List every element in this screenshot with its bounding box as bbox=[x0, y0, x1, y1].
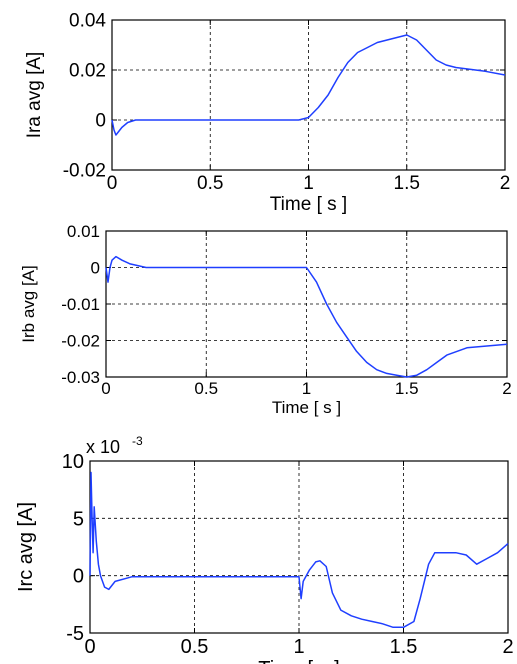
x-tick-label: 0 bbox=[101, 379, 110, 398]
x-axis-label: Time [ s ] bbox=[258, 658, 339, 664]
x-axis-label: Time [ s ] bbox=[272, 398, 341, 417]
y-tick-label: -0.02 bbox=[61, 331, 100, 350]
y-tick-label: 10 bbox=[62, 451, 84, 473]
y-tick-label: -5 bbox=[66, 623, 84, 645]
y-tick-label: -0.03 bbox=[61, 368, 100, 387]
x-tick-label: 0 bbox=[107, 173, 118, 194]
y-tick-label: 0 bbox=[91, 258, 100, 277]
x-tick-label: 1.5 bbox=[395, 379, 419, 398]
y-tick-label: 0 bbox=[73, 566, 84, 588]
series-line bbox=[111, 34, 506, 136]
y-tick-label: -0.02 bbox=[63, 161, 106, 182]
x-tick-label: 2 bbox=[502, 379, 511, 398]
y-axis-label: Ira avg [A] bbox=[24, 52, 45, 139]
x-tick-label: 2 bbox=[500, 173, 511, 194]
y-tick-label: 5 bbox=[73, 508, 84, 530]
x-tick-label: 0.5 bbox=[181, 636, 209, 658]
x-tick-label: 1.5 bbox=[394, 173, 420, 194]
y-tick-label: 0.02 bbox=[69, 61, 106, 82]
chart-panel-3: 00.511.52-50510Time [ s ]Irc avg [A]x 10… bbox=[15, 434, 514, 664]
y-tick-label: 0.01 bbox=[67, 222, 100, 241]
x-tick-label: 1 bbox=[303, 173, 314, 194]
y-axis-label: Irb avg [A] bbox=[19, 265, 38, 342]
x-tick-label: 1.5 bbox=[390, 636, 418, 658]
x-tick-label: 2 bbox=[502, 636, 513, 658]
series-line bbox=[89, 471, 509, 629]
x-tick-label: 0.5 bbox=[194, 379, 218, 398]
x-tick-label: 1 bbox=[302, 379, 311, 398]
y-tick-label: 0 bbox=[95, 111, 106, 132]
x-tick-label: 0.5 bbox=[197, 173, 223, 194]
x-tick-label: 1 bbox=[293, 636, 304, 658]
chart-panel-2: 0 0.5 1 1.5 2 -0.03 -0.02 -0.01 0 0.01 Time [ s ] I… bbox=[19, 222, 512, 417]
x-tick-label: 0 bbox=[84, 636, 95, 658]
y-tick-label: 0.04 bbox=[69, 11, 106, 32]
exponent-label: x 10 bbox=[86, 437, 120, 457]
y-axis-label: Irc avg [A] bbox=[15, 502, 37, 592]
y-tick-label: -0.01 bbox=[61, 295, 100, 314]
exponent-power: -3 bbox=[132, 434, 143, 448]
series-line bbox=[105, 255, 508, 378]
x-axis-label: Time [ s ] bbox=[270, 194, 347, 215]
